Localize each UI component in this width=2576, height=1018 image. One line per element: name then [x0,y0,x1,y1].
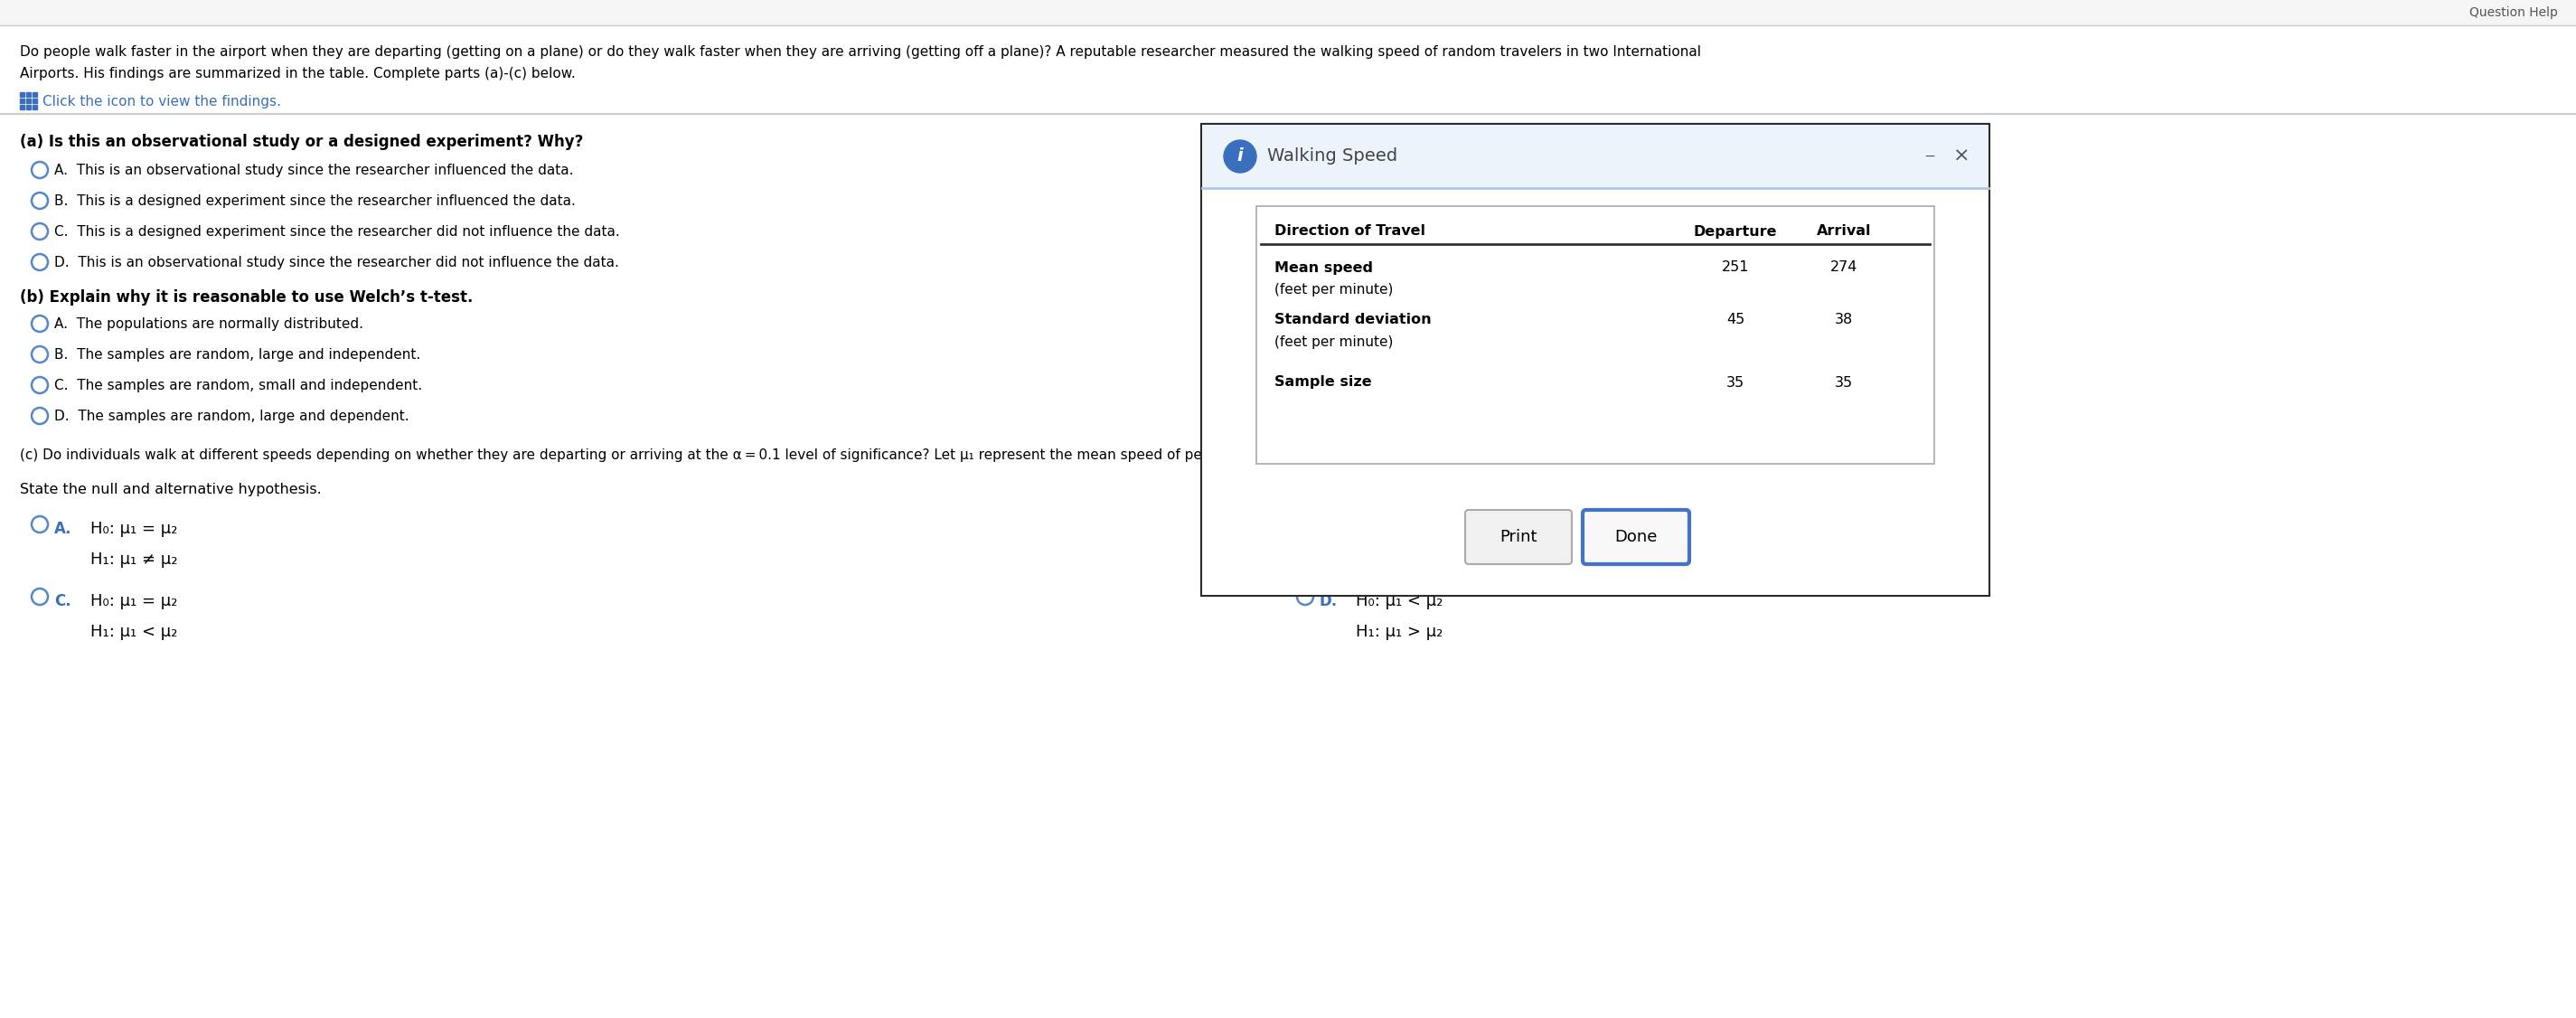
Bar [33,93,36,97]
Text: Click the icon to view the findings.: Click the icon to view the findings. [41,95,281,108]
Bar [21,99,23,103]
Text: A.  This is an observational study since the researcher influenced the data.: A. This is an observational study since … [54,163,574,177]
Text: Standard deviation: Standard deviation [1275,314,1432,327]
Text: Question Help: Question Help [2470,6,2558,19]
Text: 45: 45 [1726,314,1744,327]
Text: Do people walk faster in the airport when they are departing (getting on a plane: Do people walk faster in the airport whe… [21,45,1700,59]
Text: A.: A. [54,521,72,538]
Bar [1203,125,1989,595]
Bar [0,0,2576,25]
Text: D.  The samples are random, large and dependent.: D. The samples are random, large and dep… [54,409,410,422]
Text: Departure: Departure [1692,225,1777,238]
Text: 274: 274 [1829,261,1857,275]
Circle shape [1224,140,1257,173]
Text: H₀: μ₁ = μ₂: H₀: μ₁ = μ₂ [90,593,178,610]
Text: 38: 38 [1834,314,1852,327]
Text: ─: ─ [1927,150,1935,163]
Text: D.: D. [1319,593,1337,610]
Text: Arrival: Arrival [1816,225,1870,238]
Text: 251: 251 [1721,261,1749,275]
Text: Mean speed: Mean speed [1275,261,1373,275]
Text: Walking Speed: Walking Speed [1267,148,1396,165]
Bar [33,99,36,103]
Text: 35: 35 [1726,376,1744,389]
Text: Print: Print [1499,529,1538,546]
Text: D.  This is an observational study since the researcher did not influence the da: D. This is an observational study since … [54,256,618,269]
Text: (a) Is this an observational study or a designed experiment? Why?: (a) Is this an observational study or a … [21,133,582,150]
FancyBboxPatch shape [1466,510,1571,564]
Text: H₀: μ₁ < μ₂: H₀: μ₁ < μ₂ [1355,593,1443,610]
Text: Sample size: Sample size [1275,376,1370,389]
Text: H₁: μ₁ ≠ μ₂: H₁: μ₁ ≠ μ₂ [90,552,178,568]
Text: C.  This is a designed experiment since the researcher did not influence the dat: C. This is a designed experiment since t… [54,225,621,238]
Text: 35: 35 [1834,376,1852,389]
Bar [26,105,31,109]
Bar [1257,206,1935,464]
Bar [1203,188,1989,595]
Text: State the null and alternative hypothesis.: State the null and alternative hypothesi… [21,483,322,497]
Text: (feet per minute): (feet per minute) [1275,335,1394,348]
Text: C.: C. [54,593,72,610]
Text: B.: B. [1319,521,1337,538]
Text: (c) Do individuals walk at different speeds depending on whether they are depart: (c) Do individuals walk at different spe… [21,448,1672,462]
Text: H₁: μ₁ < μ₂: H₁: μ₁ < μ₂ [90,624,178,640]
Text: Done: Done [1615,529,1656,546]
Text: H₀: μ₁ = μ₂: H₀: μ₁ = μ₂ [90,521,178,538]
Text: H₁: μ₁ > μ₂: H₁: μ₁ > μ₂ [1355,552,1443,568]
Text: Direction of Travel: Direction of Travel [1275,225,1425,238]
Text: (feet per minute): (feet per minute) [1275,283,1394,296]
FancyBboxPatch shape [1582,510,1690,564]
Bar [33,105,36,109]
Text: i: i [1236,148,1244,165]
Text: H₁: μ₁ > μ₂: H₁: μ₁ > μ₂ [1355,624,1443,640]
Text: C.  The samples are random, small and independent.: C. The samples are random, small and ind… [54,379,422,392]
Bar [26,99,31,103]
Bar [1203,125,1989,188]
Bar [26,93,31,97]
Text: A.  The populations are normally distributed.: A. The populations are normally distribu… [54,317,363,331]
Text: Airports. His findings are summarized in the table. Complete parts (a)-(c) below: Airports. His findings are summarized in… [21,67,574,80]
Text: (b) Explain why it is reasonable to use Welch’s t-test.: (b) Explain why it is reasonable to use … [21,289,474,305]
Text: B.  The samples are random, large and independent.: B. The samples are random, large and ind… [54,347,420,361]
Bar [21,105,23,109]
Text: H₀: μ₁ = μ₂: H₀: μ₁ = μ₂ [1355,521,1443,538]
Bar [21,93,23,97]
Text: B.  This is a designed experiment since the researcher influenced the data.: B. This is a designed experiment since t… [54,193,574,208]
Text: ×: × [1953,148,1971,166]
